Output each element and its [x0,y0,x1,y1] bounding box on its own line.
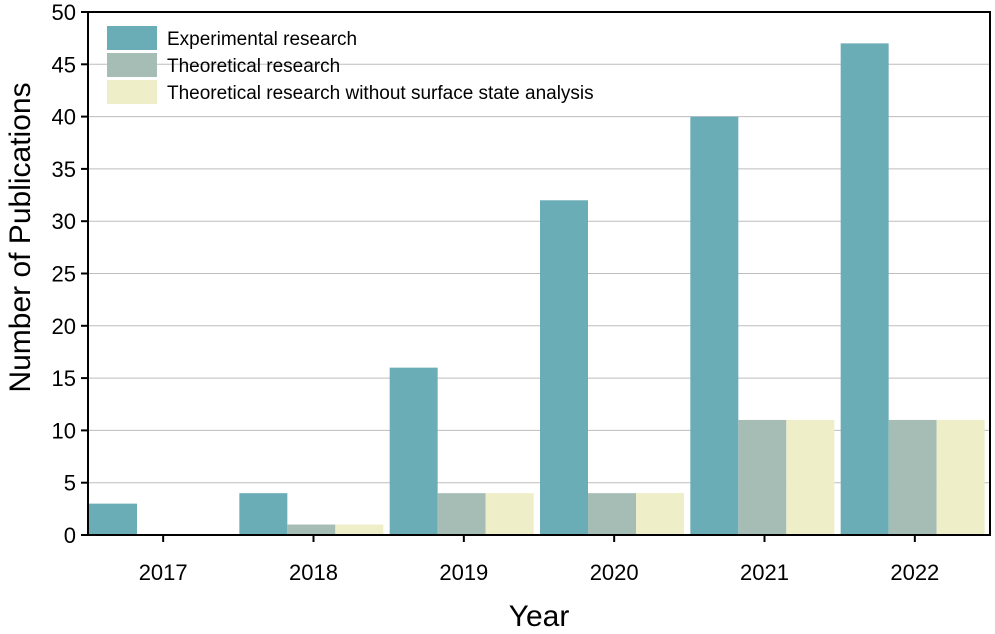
bars [89,43,985,535]
legend-swatch [107,26,157,50]
y-tick-label: 0 [64,523,76,548]
bar-theoretical-no-surface-2019 [485,493,534,535]
bar-theoretical-2018 [287,524,336,535]
legend: Experimental research Theoretical researc… [107,26,594,104]
ticks [81,11,916,542]
y-tick-label: 40 [52,105,76,130]
y-tick-label: 25 [52,262,76,287]
gridlines [88,63,990,484]
y-tick-label: 45 [52,52,76,77]
x-tick-label: 2022 [890,560,939,585]
x-tick-label: 2019 [439,560,488,585]
legend-label: Theoretical research [167,56,340,77]
y-tick-labels: 0 5 10 15 20 25 30 35 40 45 50 [52,0,76,548]
bar-theoretical-no-surface-2022 [936,419,985,535]
bar-theoretical-no-surface-2020 [636,493,684,535]
y-axis-title: Number of Publications [4,82,37,392]
x-tick-label: 2018 [289,560,338,585]
bar-theoretical-2020 [588,493,636,535]
legend-swatch [107,53,157,77]
y-tick-label: 35 [52,157,76,182]
bar-theoretical-2019 [437,493,486,535]
bar-experimental-2019 [389,367,438,535]
legend-swatch [107,80,157,104]
x-axis-title: Year [509,600,570,633]
y-tick-label: 50 [52,0,76,25]
bar-theoretical-no-surface-2021 [786,419,835,535]
bar-theoretical-2021 [738,419,787,535]
bar-theoretical-no-surface-2018 [335,524,384,535]
y-tick-label: 10 [52,418,76,443]
bar-experimental-2022 [840,43,889,535]
bar-theoretical-2022 [888,419,937,535]
legend-label: Experimental research [167,29,357,50]
y-tick-label: 30 [52,209,76,234]
x-tick-label: 2020 [590,560,639,585]
legend-label: Theoretical research without surface sta… [167,83,594,104]
bar-experimental-2017 [89,503,137,535]
x-tick-labels: 2017 2018 2019 2020 2021 2022 [139,560,940,585]
y-tick-label: 15 [52,366,76,391]
x-tick-label: 2017 [139,560,188,585]
x-tick-label: 2021 [740,560,789,585]
y-tick-label: 5 [64,471,76,496]
bar-experimental-2018 [239,493,288,535]
bar-experimental-2020 [540,200,588,535]
y-tick-label: 20 [52,314,76,339]
bar-experimental-2021 [690,116,739,535]
